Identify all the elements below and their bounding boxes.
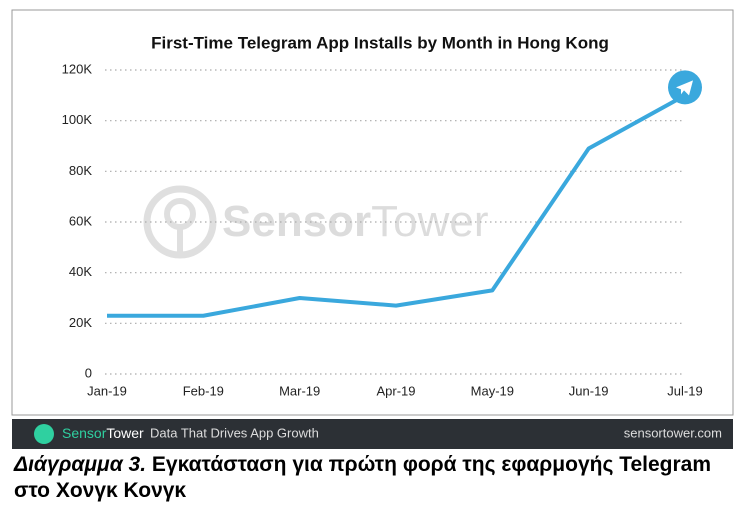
footer-bar	[12, 419, 733, 449]
caption: Διάγραμμα 3. Εγκατάσταση για πρώτη φορά …	[14, 452, 734, 504]
chart: SensorTower First-Time Telegram App Inst…	[11, 9, 734, 449]
watermark-bold: Sensor	[222, 197, 371, 246]
y-tick-label: 60K	[69, 213, 92, 228]
y-tick-label: 100K	[62, 112, 93, 127]
footer-tagline: Data That Drives App Growth	[150, 425, 319, 440]
y-tick-label: 0	[85, 365, 92, 380]
y-tick-label: 20K	[69, 315, 92, 330]
footer-logo	[34, 424, 54, 444]
x-tick-label: Jun-19	[569, 383, 609, 398]
caption-label: Διάγραμμα 3.	[14, 453, 147, 476]
caption-text: Εγκατάσταση για πρώτη φορά της εφαρμογής…	[14, 453, 712, 502]
x-tick-label: Mar-19	[279, 383, 320, 398]
line	[107, 93, 686, 318]
x-tick-label: Feb-19	[183, 383, 224, 398]
y-tick-label: 40K	[69, 264, 92, 279]
x-tick-label: Jan-19	[87, 383, 127, 398]
footer-url: sensortower.com	[624, 425, 722, 440]
watermark: SensorTower	[143, 185, 489, 259]
x-tick-label: Apr-19	[376, 383, 415, 398]
x-tick-label: May-19	[471, 383, 514, 398]
footer-brand-bold: Sensor	[62, 425, 107, 441]
footer-brand-light: Tower	[106, 425, 144, 441]
svg-text:SensorTower: SensorTower	[222, 197, 489, 246]
watermark-light: Tower	[371, 197, 488, 246]
chart-frame	[11, 9, 734, 416]
y-tick-label: 120K	[62, 61, 93, 76]
svg-text:SensorTower: SensorTower	[62, 425, 144, 441]
telegram-icon	[668, 70, 702, 105]
y-tick-label: 80K	[69, 163, 92, 178]
chart-title: First-Time Telegram App Installs by Mont…	[151, 33, 609, 52]
x-tick-label: Jul-19	[667, 383, 702, 398]
